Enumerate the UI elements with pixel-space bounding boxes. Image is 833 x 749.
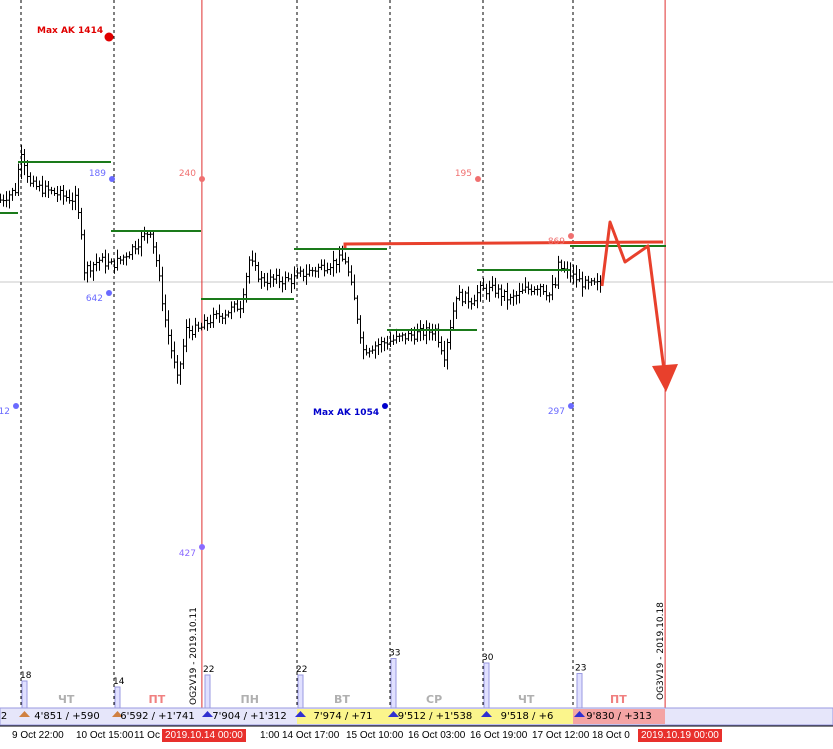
volume-bar [114, 686, 121, 709]
weekday-label: ЧТ [58, 693, 75, 706]
marker-dot [568, 403, 574, 409]
day-stats: 9'830 / +313 [586, 711, 652, 722]
volume-bar [576, 673, 583, 709]
day-stats: 7'904 / +1'312 [212, 711, 287, 722]
volume-label: 33 [389, 649, 400, 659]
arrow-up-icon [388, 711, 399, 717]
day-stats-cell [573, 709, 665, 724]
volume-label: 14 [113, 677, 125, 687]
marker-label: 12 [0, 407, 10, 417]
time-cursor-tag: 2019.10.14 00:00 [162, 729, 246, 742]
weekday-label: ЧТ [518, 693, 535, 706]
volume-label: 18 [20, 671, 32, 681]
time-cursor-tag: 2019.10.19 00:00 [638, 729, 722, 742]
contract-label: OG3V19 - 2019.10.18 [656, 602, 666, 700]
arrow-up-icon [19, 711, 30, 717]
time-label: 1:00 [260, 730, 280, 741]
time-label: 17 Oct 12:00 [532, 730, 590, 741]
arrow-up-icon [202, 711, 213, 717]
marker-label: 189 [89, 169, 106, 179]
arrow-up-icon [112, 711, 123, 717]
marker-label: 195 [455, 169, 472, 179]
contract-label: OG2V19 - 2019.10.11 [189, 607, 199, 705]
day-stats-cell [389, 709, 481, 724]
marker-dot [199, 544, 205, 550]
time-label: 14 Oct 17:00 [282, 730, 340, 741]
marker-label: Max AK 1054 [313, 408, 379, 418]
arrow-up-icon [481, 711, 492, 717]
day-stats-cell [297, 709, 389, 724]
volume-label: 22 [296, 665, 307, 675]
arrow-head-icon [652, 364, 678, 392]
day-stats-cell [481, 709, 573, 724]
forecast-arrow [600, 220, 666, 371]
marker-dot [109, 176, 115, 182]
marker-dot [13, 403, 19, 409]
weekday-label: ПН [240, 693, 259, 706]
marker-label: 869 [548, 237, 565, 247]
volume-bar [483, 662, 490, 709]
marker-label: Max AK 1414 [37, 26, 103, 36]
arrow-up-icon [574, 711, 585, 717]
time-label: 16 Oct 03:00 [408, 730, 466, 741]
marker-label: 642 [86, 294, 103, 304]
time-label: 9 Oct 22:00 [12, 730, 64, 741]
volume-label: 22 [203, 665, 214, 675]
volume-bar [297, 674, 304, 709]
time-label: 10 Oct 15:00 [76, 730, 134, 741]
arrow-up-icon [295, 711, 306, 717]
marker-dot [104, 32, 114, 42]
weekday-label: СР [426, 693, 443, 706]
marker-dot [475, 176, 481, 182]
volume-bar [21, 680, 28, 709]
day-stats-cell [21, 709, 113, 724]
time-label: 18 Oct 0 [592, 730, 630, 741]
marker-dot [382, 403, 388, 409]
volume-bar [390, 658, 397, 709]
volume-label: 30 [482, 653, 494, 663]
weekday-label: ПТ [148, 693, 166, 706]
marker-label: 240 [179, 169, 196, 179]
day-stats-cell [202, 709, 297, 724]
marker-dot [106, 290, 112, 296]
weekday-label: ПТ [610, 693, 627, 706]
volume-label: 23 [575, 664, 586, 674]
day-stats-cell [113, 709, 202, 724]
marker-dot [568, 233, 574, 239]
volume-bar [204, 674, 211, 709]
marker-label: 297 [548, 407, 565, 417]
time-label: 16 Oct 19:00 [470, 730, 528, 741]
day-stats: 6'592 / +1'741 [120, 711, 195, 722]
marker-label: 427 [179, 549, 196, 559]
day-stats: 9'518 / +6 [500, 711, 554, 722]
time-label: 11 Oc [134, 730, 160, 741]
time-label: 15 Oct 10:00 [346, 730, 404, 741]
day-stats: 2 [0, 711, 8, 722]
day-stats: 4'851 / +590 [34, 711, 100, 722]
day-stats: 9'512 / +1'538 [397, 711, 473, 722]
day-stats: 7'974 / +71 [313, 711, 373, 722]
weekday-label: ВТ [334, 693, 350, 706]
resistance-line [343, 240, 664, 248]
marker-dot [199, 176, 205, 182]
